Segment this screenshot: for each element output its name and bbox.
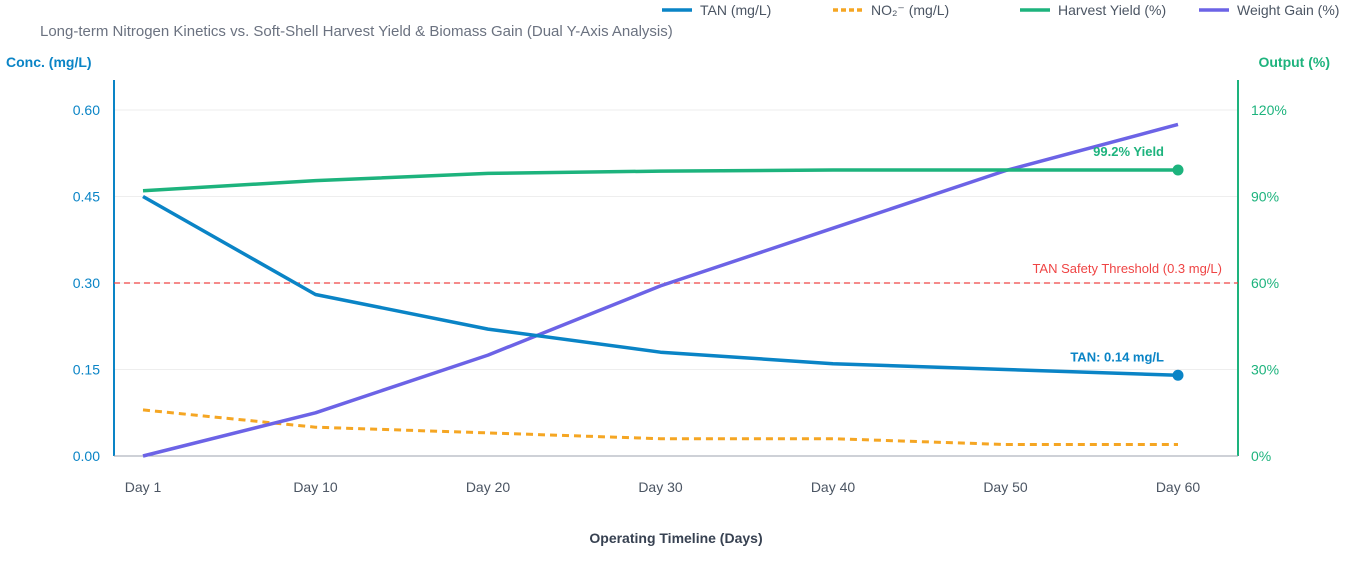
y-left-tick-label: 0.15 (73, 362, 100, 378)
legend-label: NO₂⁻ (mg/L) (871, 2, 949, 18)
x-tick-label: Day 30 (638, 479, 683, 495)
y-right-tick-label: 60% (1251, 275, 1279, 291)
series-line (143, 410, 1178, 445)
x-axis-title: Operating Timeline (Days) (589, 530, 762, 546)
y-left-tick-label: 0.60 (73, 102, 100, 118)
y-axis-right-title: Output (%) (1258, 54, 1330, 70)
x-tick-label: Day 10 (293, 479, 338, 495)
legend-label: Harvest Yield (%) (1058, 2, 1166, 18)
legend-label: TAN (mg/L) (700, 2, 771, 18)
end-marker (1173, 370, 1184, 381)
y-axis-left-title: Conc. (mg/L) (6, 54, 92, 70)
y-right-tick-label: 120% (1251, 102, 1287, 118)
chart-title: Long-term Nitrogen Kinetics vs. Soft-She… (40, 23, 673, 40)
x-tick-label: Day 40 (811, 479, 856, 495)
annotation-label: 99.2% Yield (1093, 144, 1164, 159)
x-tick-label: Day 1 (125, 479, 162, 495)
y-left-tick-label: 0.30 (73, 275, 100, 291)
annotation-label: TAN: 0.14 mg/L (1070, 349, 1164, 364)
series-line (143, 124, 1178, 456)
y-left-tick-label: 0.00 (73, 448, 100, 464)
legend-label: Weight Gain (%) (1237, 2, 1339, 18)
y-right-tick-label: 90% (1251, 189, 1279, 205)
x-tick-label: Day 20 (466, 479, 511, 495)
y-left-tick-label: 0.45 (73, 189, 100, 205)
y-right-tick-label: 30% (1251, 362, 1279, 378)
threshold-label: TAN Safety Threshold (0.3 mg/L) (1032, 261, 1222, 276)
y-right-tick-label: 0% (1251, 448, 1271, 464)
series-line (143, 170, 1178, 191)
x-tick-label: Day 50 (983, 479, 1028, 495)
x-tick-label: Day 60 (1156, 479, 1201, 495)
end-marker (1173, 164, 1184, 175)
